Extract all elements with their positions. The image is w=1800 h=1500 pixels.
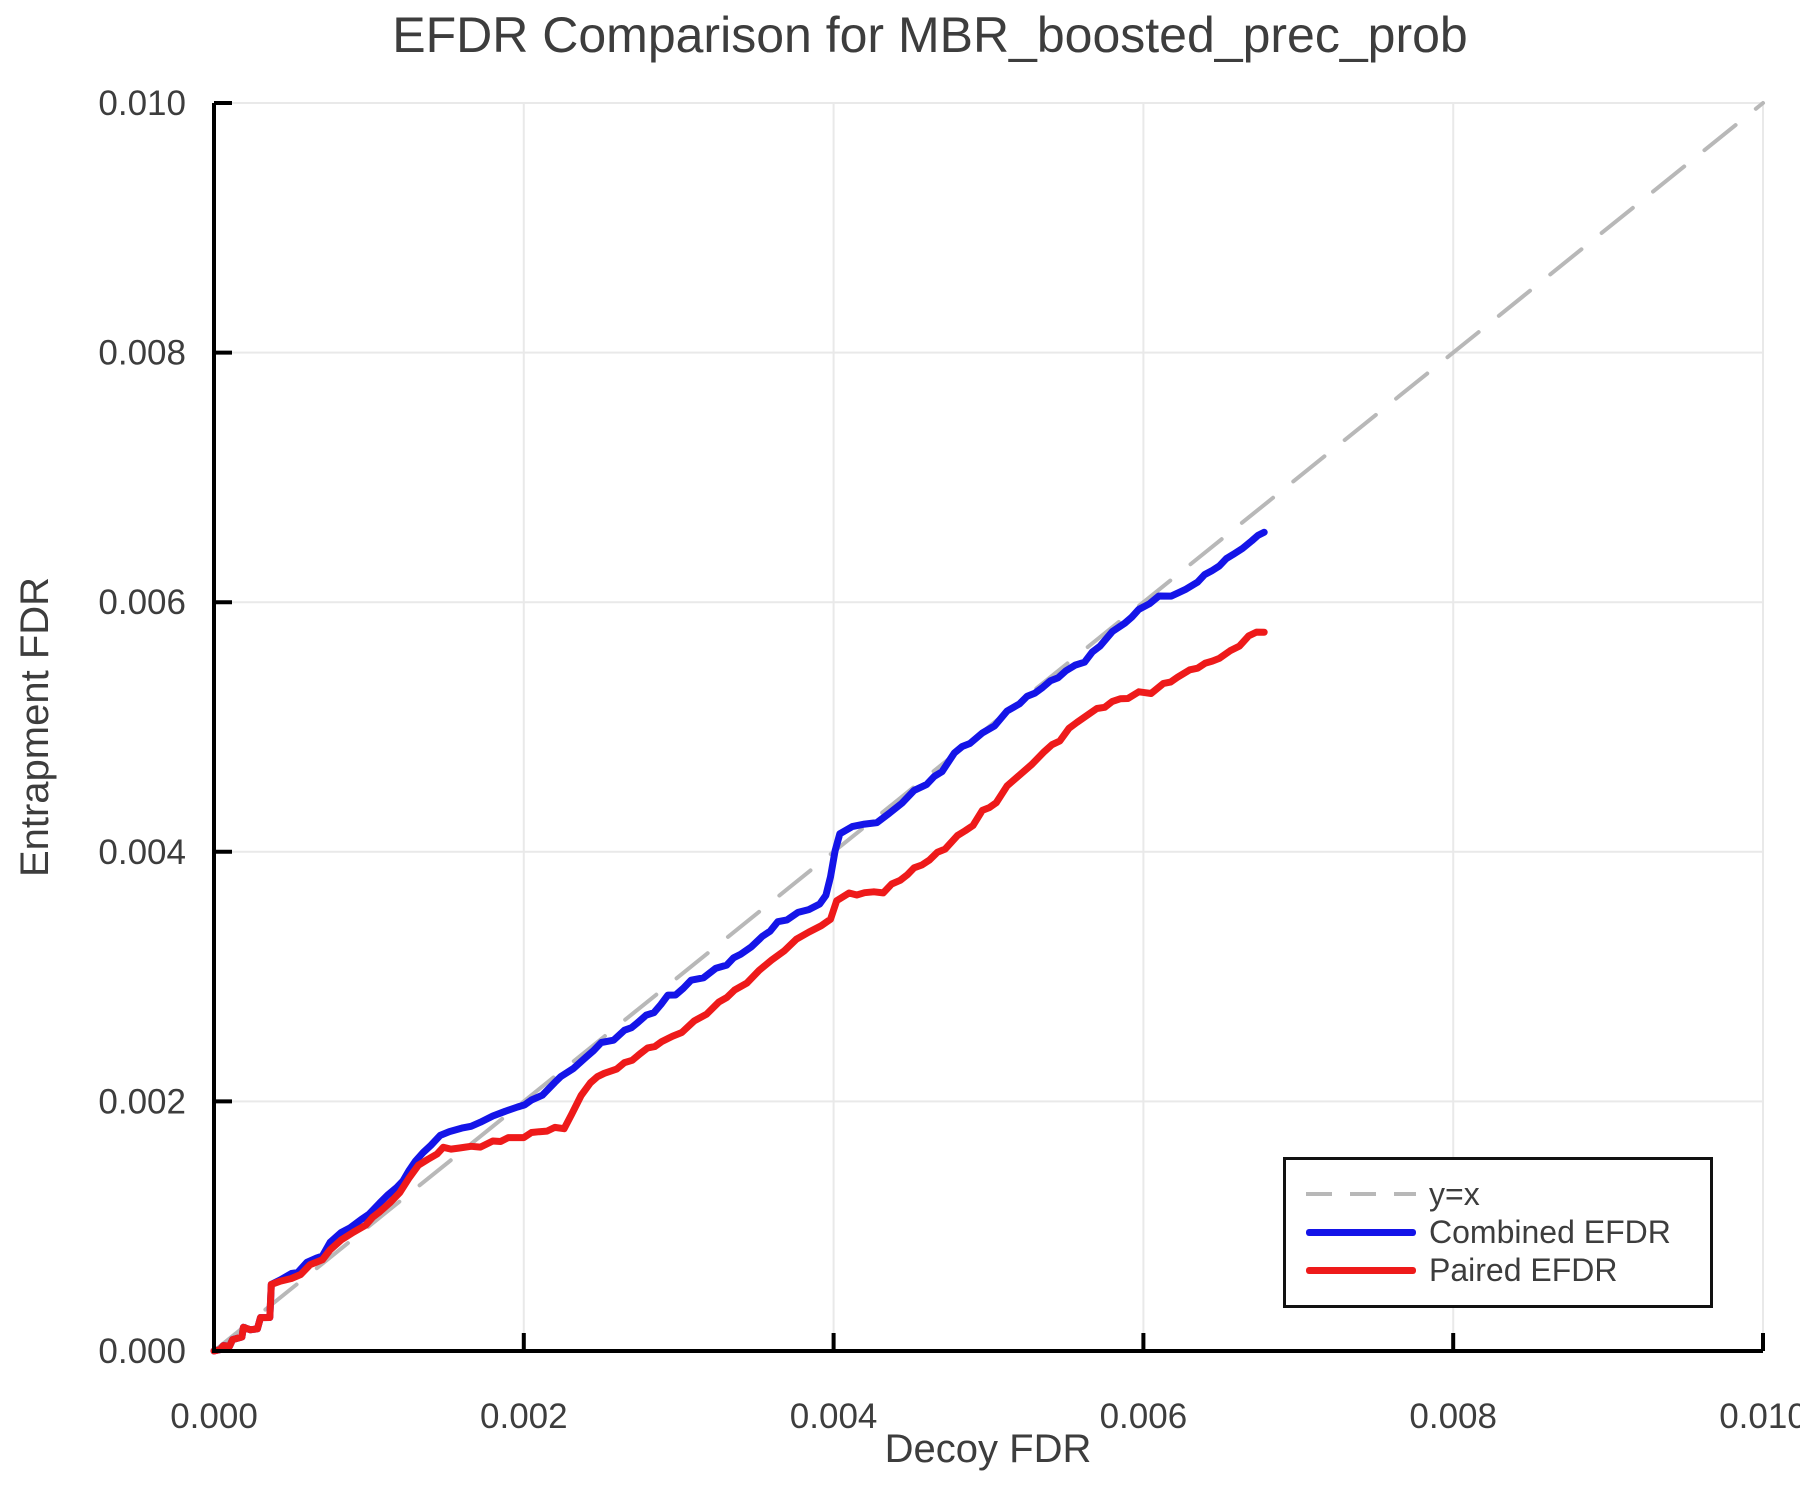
chart-title: EFDR Comparison for MBR_boosted_prec_pro… [392, 7, 1468, 63]
grid-layer [214, 102, 1764, 1351]
series-paired-efdr [210, 628, 1268, 1355]
y-tick-label: 0.006 [98, 583, 186, 622]
x-tick-label: 0.008 [1409, 1397, 1497, 1436]
yx-dashed-line-sample [1306, 1192, 1416, 1196]
series-layer [210, 101, 1765, 1355]
y-tick-label: 0.000 [98, 1332, 186, 1371]
x-tick-label: 0.010 [1719, 1397, 1800, 1436]
legend: y=x Combined EFDR Paired EFDR [1283, 1157, 1713, 1308]
y-tick-label: 0.002 [98, 1082, 186, 1121]
x-tick-label: 0.000 [170, 1397, 258, 1436]
paired-efdr-line-sample [1306, 1266, 1416, 1274]
legend-row-paired-efdr: Paired EFDR [1306, 1251, 1710, 1289]
x-tick-label: 0.006 [1100, 1397, 1188, 1436]
y-tick-label: 0.010 [98, 84, 186, 123]
series-combined-efdr [210, 528, 1268, 1355]
ticklabel-layer: 0.000 0.002 0.004 0.006 0.008 0.010 0.000 0.002… [98, 84, 1800, 1436]
y-axis-label: Entrapment FDR [13, 577, 57, 877]
x-axis-label: Decoy FDR [885, 1427, 1092, 1471]
legend-label-combined-efdr: Combined EFDR [1429, 1214, 1671, 1250]
combined-efdr-line-sample [1306, 1228, 1416, 1236]
y-tick-label: 0.004 [98, 833, 186, 872]
x-tick-label: 0.002 [480, 1397, 568, 1436]
axes-layer [212, 101, 1765, 1353]
legend-label-paired-efdr: Paired EFDR [1429, 1252, 1618, 1288]
legend-label-yx: y=x [1429, 1176, 1480, 1212]
legend-row-combined-efdr: Combined EFDR [1306, 1213, 1710, 1251]
legend-row-yx: y=x [1306, 1175, 1710, 1213]
x-tick-label: 0.004 [790, 1397, 878, 1436]
y-tick-label: 0.008 [98, 334, 186, 373]
